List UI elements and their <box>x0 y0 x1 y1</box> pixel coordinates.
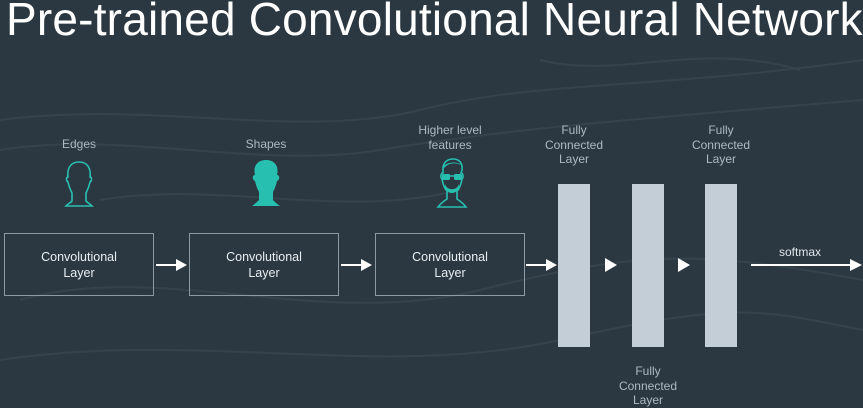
arrow-conv2-to-conv3 <box>341 259 372 271</box>
edges-label: Edges <box>61 137 97 151</box>
fc-layer-2 <box>632 184 664 347</box>
higher-level-features-label: Higher level features <box>418 123 482 152</box>
fc-layer-1-label: Fully Connected Layer <box>544 123 604 166</box>
head-outline-icon <box>64 161 94 207</box>
head-silhouette-icon <box>252 160 280 206</box>
arrow-fc2-to-fc3 <box>678 258 690 272</box>
face-with-glasses-icon <box>436 158 468 208</box>
fc-layer-2-label: Fully Connected Layer <box>618 364 678 407</box>
softmax-output-arrow <box>751 259 862 271</box>
conv-layer-3: Convolutional Layer <box>375 233 525 296</box>
conv-layer-1: Convolutional Layer <box>4 233 154 296</box>
arrow-conv1-to-conv2 <box>156 259 187 271</box>
page-title: Pre-trained Convolutional Neural Network <box>6 0 863 45</box>
conv-layer-2: Convolutional Layer <box>189 233 339 296</box>
fc-layer-1 <box>558 184 590 347</box>
fc-layer-3 <box>705 184 737 347</box>
fc-layer-3-label: Fully Connected Layer <box>691 123 751 166</box>
shapes-label: Shapes <box>245 137 287 151</box>
arrow-conv3-to-fc1 <box>526 259 557 271</box>
arrow-fc1-to-fc2 <box>605 258 617 272</box>
softmax-label: softmax <box>778 245 821 259</box>
